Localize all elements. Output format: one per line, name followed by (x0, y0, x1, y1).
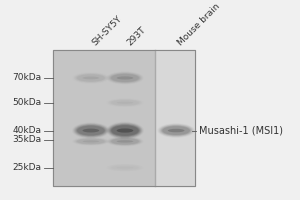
Ellipse shape (107, 137, 143, 146)
Ellipse shape (76, 74, 106, 82)
Text: 40kDa: 40kDa (12, 126, 41, 135)
Ellipse shape (109, 73, 141, 83)
Ellipse shape (110, 138, 140, 145)
Ellipse shape (117, 102, 133, 104)
Ellipse shape (109, 99, 141, 106)
Ellipse shape (109, 137, 141, 145)
Ellipse shape (159, 124, 193, 137)
Text: Mouse brain: Mouse brain (176, 1, 222, 47)
Ellipse shape (82, 77, 99, 79)
Text: SH-SY5Y: SH-SY5Y (91, 14, 124, 47)
Ellipse shape (109, 124, 141, 137)
Ellipse shape (110, 100, 140, 106)
Ellipse shape (75, 73, 107, 82)
Ellipse shape (117, 76, 133, 80)
Ellipse shape (82, 129, 99, 132)
FancyBboxPatch shape (52, 50, 155, 186)
Ellipse shape (108, 72, 142, 84)
Ellipse shape (111, 138, 139, 144)
Ellipse shape (75, 124, 107, 137)
Ellipse shape (74, 138, 108, 145)
Ellipse shape (161, 126, 191, 136)
Ellipse shape (73, 123, 109, 138)
Ellipse shape (111, 125, 139, 136)
Ellipse shape (162, 126, 190, 135)
Ellipse shape (111, 100, 139, 105)
Ellipse shape (110, 73, 140, 82)
Ellipse shape (110, 165, 140, 170)
Ellipse shape (74, 124, 108, 137)
Ellipse shape (117, 128, 133, 133)
Ellipse shape (111, 165, 139, 170)
Ellipse shape (117, 167, 133, 169)
Ellipse shape (108, 137, 142, 146)
Ellipse shape (160, 125, 192, 136)
Text: 70kDa: 70kDa (12, 73, 41, 82)
Ellipse shape (158, 124, 194, 137)
FancyBboxPatch shape (52, 50, 195, 186)
Ellipse shape (77, 139, 105, 144)
Ellipse shape (76, 138, 106, 144)
Text: 35kDa: 35kDa (12, 135, 41, 144)
Ellipse shape (110, 125, 140, 137)
Ellipse shape (74, 73, 108, 83)
Ellipse shape (111, 74, 139, 82)
Ellipse shape (168, 129, 184, 132)
Text: Musashi-1 (MSI1): Musashi-1 (MSI1) (199, 126, 283, 136)
FancyBboxPatch shape (155, 50, 195, 186)
Ellipse shape (107, 72, 143, 84)
Text: 293T: 293T (125, 25, 147, 47)
Ellipse shape (117, 140, 133, 143)
Ellipse shape (75, 138, 107, 145)
Ellipse shape (108, 123, 142, 138)
Ellipse shape (76, 125, 106, 136)
Ellipse shape (77, 74, 105, 82)
Ellipse shape (77, 126, 105, 135)
Ellipse shape (107, 122, 143, 139)
Text: 50kDa: 50kDa (12, 98, 41, 107)
Text: 25kDa: 25kDa (12, 163, 41, 172)
Ellipse shape (82, 140, 99, 142)
